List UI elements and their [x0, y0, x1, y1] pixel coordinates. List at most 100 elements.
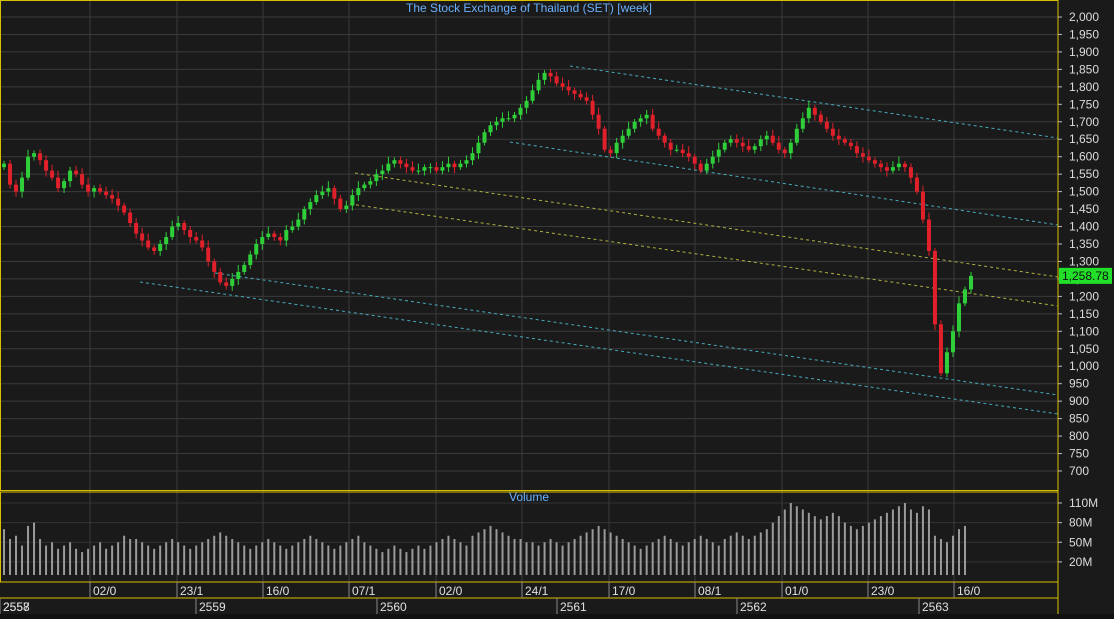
candle-body — [620, 135, 625, 143]
price-tick-label: 1,850 — [1069, 62, 1099, 76]
candle-body — [260, 237, 265, 244]
candle-body — [194, 237, 199, 241]
candle-body — [746, 146, 751, 150]
candle-body — [578, 93, 583, 98]
candle-body — [932, 250, 937, 325]
candle-body — [848, 142, 853, 147]
price-tick-label: 1,300 — [1069, 254, 1099, 268]
candle-body — [728, 139, 733, 143]
volume-bars — [3, 503, 966, 575]
candle-body — [944, 352, 949, 374]
date-tick-label: 07/1 — [352, 584, 376, 598]
year-tick-label: 2559 — [199, 600, 226, 614]
volume-tick-label: 110M — [1069, 496, 1098, 510]
candle-body — [368, 181, 373, 185]
candle-body — [56, 177, 61, 189]
candle-body — [866, 156, 871, 161]
candle-body — [68, 170, 73, 182]
candle-body — [680, 149, 685, 154]
price-tick-label: 1,100 — [1069, 324, 1099, 338]
candle-body — [614, 142, 619, 154]
candle-body — [362, 184, 367, 189]
candle-body — [386, 163, 391, 171]
candle-body — [140, 233, 145, 241]
candle-body — [890, 167, 895, 171]
candle-body — [434, 167, 439, 171]
candle-body — [320, 191, 325, 196]
candle-body — [416, 170, 421, 172]
candle-body — [26, 156, 31, 178]
candle-body — [560, 83, 565, 87]
candle-body — [914, 177, 919, 192]
price-tick-label: 2,000 — [1069, 10, 1099, 24]
candle-body — [524, 100, 529, 108]
trend-channel-line — [569, 65, 1059, 139]
candle-body — [314, 195, 319, 203]
candle-body — [110, 195, 115, 199]
candle-body — [428, 167, 433, 169]
date-tick-label: 23/1 — [180, 584, 204, 598]
candle-body — [464, 160, 469, 164]
last-price-marker[interactable]: 1,258.78 — [1059, 267, 1112, 284]
candle-body — [20, 177, 25, 192]
year-tick-label: 2563 — [922, 600, 949, 614]
candle-body — [896, 163, 901, 168]
candle-body — [44, 160, 49, 171]
candle-body — [32, 153, 37, 157]
price-tick-label: 700 — [1069, 464, 1089, 478]
candle-body — [230, 278, 235, 286]
candle-body — [212, 261, 217, 272]
candle-body — [164, 237, 169, 244]
candle-body — [794, 128, 799, 143]
candle-body — [674, 149, 679, 151]
candle-body — [206, 247, 211, 262]
price-tick-label: 1,400 — [1069, 220, 1099, 234]
candle-body — [242, 264, 247, 272]
candle-body — [824, 121, 829, 129]
date-tick-label: 02/0 — [93, 584, 117, 598]
vertical-grid — [89, 0, 955, 582]
candle-body — [548, 72, 553, 77]
candle-body — [248, 254, 253, 265]
price-tick-label: 800 — [1069, 429, 1089, 443]
candle-body — [710, 156, 715, 164]
candle-body — [470, 153, 475, 161]
trend-channel-line — [509, 141, 1059, 226]
candle-body — [152, 247, 157, 251]
candle-body — [608, 149, 613, 154]
panel-frames — [0, 0, 1059, 614]
price-tick-label: 1,650 — [1069, 132, 1099, 146]
candle-body — [788, 142, 793, 154]
candle-body — [530, 90, 535, 101]
candle-body — [764, 135, 769, 140]
candle-body — [356, 188, 361, 196]
candle-body — [644, 114, 649, 119]
candle-body — [536, 79, 541, 91]
candle-body — [422, 167, 427, 171]
candle-body — [752, 146, 757, 150]
trend-channel-line — [214, 272, 1059, 396]
date-tick-label: 23/0 — [871, 584, 895, 598]
candle-body — [458, 163, 463, 168]
candle-body — [224, 282, 229, 286]
candle-body — [704, 163, 709, 171]
year-tick-label: 2558 — [3, 600, 30, 614]
candle-body — [950, 331, 955, 353]
candle-body — [650, 114, 655, 129]
candle-body — [668, 142, 673, 150]
price-tick-label: 1,750 — [1069, 97, 1099, 111]
trend-channel-line — [139, 281, 1059, 415]
candle-body — [266, 233, 271, 238]
candle-body — [404, 163, 409, 168]
candle-body — [566, 86, 571, 91]
candle-body — [218, 271, 223, 283]
candle-body — [380, 170, 385, 175]
candle-body — [104, 191, 109, 196]
candle-body — [326, 188, 331, 192]
candle-body — [14, 184, 19, 192]
candle-body — [188, 230, 193, 238]
candle-body — [902, 163, 907, 168]
candle-body — [350, 195, 355, 206]
